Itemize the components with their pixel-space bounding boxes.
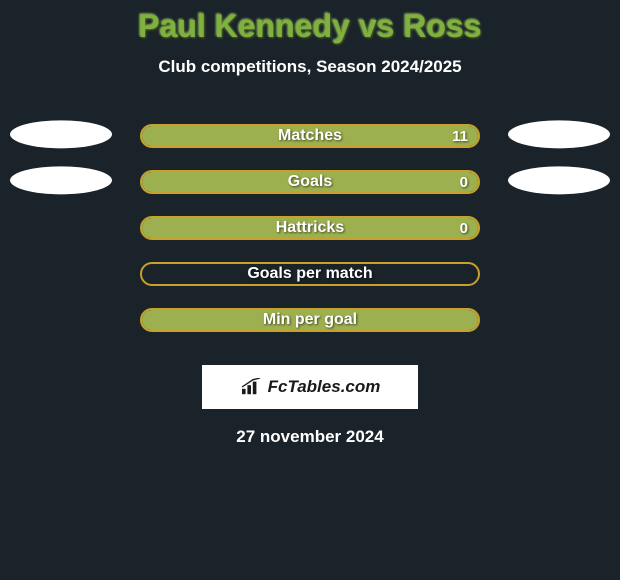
date-text: 27 november 2024 xyxy=(0,427,620,447)
stat-row: Hattricks0 xyxy=(0,205,620,251)
stat-bar: Min per goal xyxy=(140,308,480,332)
stat-bar: Goals per match xyxy=(140,262,480,286)
subtitle: Club competitions, Season 2024/2025 xyxy=(0,57,620,77)
stat-bar: Matches11 xyxy=(140,124,480,148)
stat-row: Goals per match xyxy=(0,251,620,297)
bar-value: 0 xyxy=(460,172,468,192)
logo-box: FcTables.com xyxy=(202,365,418,409)
stat-row: Goals0 xyxy=(0,159,620,205)
bar-label: Hattricks xyxy=(142,218,478,238)
stat-row: Matches11 xyxy=(0,113,620,159)
stat-bar: Goals0 xyxy=(140,170,480,194)
bar-label: Min per goal xyxy=(142,310,478,330)
bar-value: 11 xyxy=(452,126,468,146)
stat-bar: Hattricks0 xyxy=(140,216,480,240)
bar-label: Goals per match xyxy=(142,264,478,284)
ellipse-right xyxy=(508,120,610,148)
page-title: Paul Kennedy vs Ross xyxy=(0,0,620,45)
bar-label: Goals xyxy=(142,172,478,192)
bar-label: Matches xyxy=(142,126,478,146)
stat-row: Min per goal xyxy=(0,297,620,343)
bar-value: 0 xyxy=(460,218,468,238)
ellipse-left xyxy=(10,166,112,194)
ellipse-right xyxy=(508,166,610,194)
stats-container: Matches11Goals0Hattricks0Goals per match… xyxy=(0,113,620,343)
chart-icon xyxy=(240,378,262,396)
logo-text: FcTables.com xyxy=(268,377,381,397)
ellipse-left xyxy=(10,120,112,148)
